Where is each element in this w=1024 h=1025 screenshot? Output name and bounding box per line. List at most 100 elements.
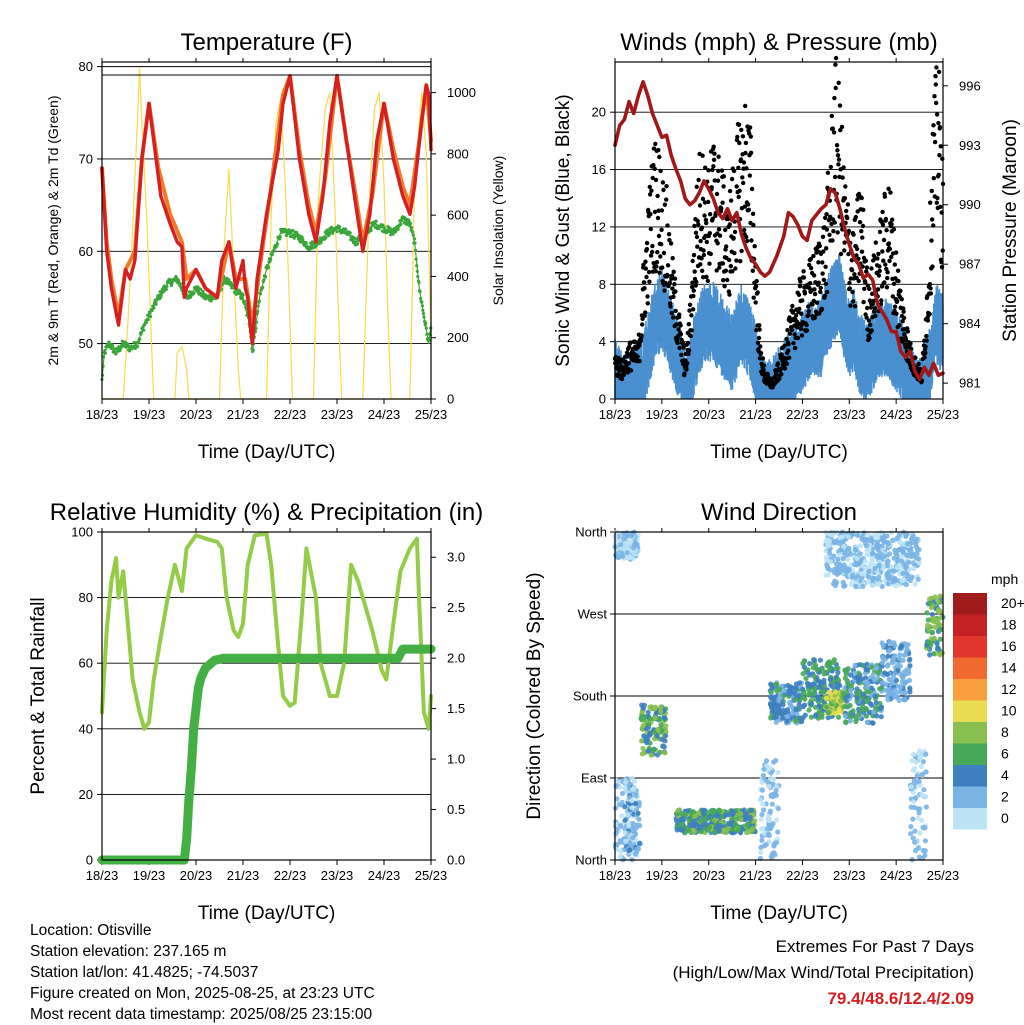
direction-dot	[856, 712, 861, 717]
gust-dot	[712, 158, 716, 162]
gust-dot	[846, 202, 850, 206]
temp-xtick-label: 25/23	[415, 407, 448, 422]
direction-dot	[902, 696, 907, 701]
gust-dot	[695, 235, 699, 239]
direction-dot	[880, 660, 885, 665]
rh-ytick-label: 0	[86, 853, 93, 868]
gust-dot	[757, 336, 761, 340]
temp-ytick-right-label: 1000	[447, 85, 476, 100]
direction-dot	[809, 701, 814, 706]
gust-dot	[847, 281, 851, 285]
dir-xtick-label: 19/23	[646, 868, 679, 883]
gust-dot	[730, 177, 734, 181]
gust-dot	[882, 238, 886, 242]
gust-dot	[629, 368, 633, 372]
gust-dot	[654, 178, 658, 182]
direction-dot	[897, 698, 902, 703]
gust-dot	[887, 259, 891, 263]
direction-dot	[917, 831, 922, 836]
temp-xtick-label: 20/23	[180, 407, 213, 422]
gust-dot	[701, 248, 705, 252]
gust-dot	[643, 310, 647, 314]
gust-dot	[737, 189, 741, 193]
direction-dot	[855, 679, 860, 684]
gust-dot	[930, 264, 934, 268]
direction-dot	[639, 738, 644, 743]
direction-dot	[880, 680, 885, 685]
temp-ytick-right-label: 800	[447, 146, 469, 161]
direction-dot	[919, 818, 924, 823]
rh-ytick-label: 40	[79, 721, 93, 736]
gust-dot	[929, 238, 933, 242]
direction-dot	[848, 672, 853, 677]
gust-dot	[723, 228, 727, 232]
gust-dot	[931, 123, 935, 127]
gust-dot	[820, 271, 824, 275]
gust-dot	[934, 82, 938, 86]
direction-dot	[826, 710, 831, 715]
gust-dot	[926, 318, 930, 322]
gust-dot	[727, 258, 731, 262]
gust-dot	[650, 250, 654, 254]
gust-dot	[707, 262, 711, 266]
temp-ytick-right-label: 400	[447, 269, 469, 284]
gust-dot	[728, 222, 732, 226]
gust-dot	[647, 280, 651, 284]
direction-dot	[802, 702, 807, 707]
gust-dot	[702, 213, 706, 217]
direction-dot	[874, 665, 879, 670]
gust-dot	[727, 292, 731, 296]
gust-dot	[797, 307, 801, 311]
gust-dot	[823, 294, 827, 298]
gust-dot	[725, 278, 729, 282]
dewpoint-dot	[136, 345, 139, 348]
dewpoint-dot	[369, 229, 372, 232]
direction-dot	[759, 817, 764, 822]
direction-dot	[680, 827, 685, 832]
gust-dot	[744, 166, 748, 170]
gust-dot	[887, 241, 891, 245]
direction-dot	[758, 797, 763, 802]
direction-dot	[917, 779, 922, 784]
gust-dot	[704, 275, 708, 279]
direction-dot	[676, 808, 681, 813]
gust-dot	[885, 270, 889, 274]
direction-dot	[774, 788, 779, 793]
gust-dot	[671, 315, 675, 319]
gust-dot	[922, 355, 926, 359]
direction-dot	[629, 798, 634, 803]
direction-dot	[816, 678, 821, 683]
gust-dot	[932, 176, 936, 180]
direction-dot	[843, 714, 848, 719]
gust-dot	[837, 157, 841, 161]
gust-dot	[825, 227, 829, 231]
gust-dot	[797, 293, 801, 297]
direction-dot	[860, 700, 865, 705]
gust-dot	[666, 274, 670, 278]
gust-dot	[659, 242, 663, 246]
temp-ytick-label: 60	[79, 244, 93, 259]
gust-dot	[923, 344, 927, 348]
gust-dot	[744, 141, 748, 145]
gust-dot	[645, 247, 649, 251]
gust-dot	[675, 341, 679, 345]
gust-dot	[897, 323, 901, 327]
direction-dot	[833, 711, 838, 716]
gust-dot	[721, 184, 725, 188]
winds-ytick-right-label: 981	[959, 376, 981, 391]
gust-dot	[716, 155, 720, 159]
direction-dot	[618, 823, 623, 828]
gust-dot	[867, 287, 871, 291]
gust-dot	[883, 262, 887, 266]
direction-dot	[637, 841, 642, 846]
gust-dot	[881, 259, 885, 263]
gust-dot	[761, 368, 765, 372]
direction-dot	[845, 557, 850, 562]
gust-dot	[685, 361, 689, 365]
gust-dot	[813, 292, 817, 296]
gust-dot	[841, 165, 845, 169]
gust-dot	[734, 258, 738, 262]
gust-dot	[830, 114, 834, 118]
direction-dot	[623, 818, 628, 823]
direction-dot	[913, 795, 918, 800]
